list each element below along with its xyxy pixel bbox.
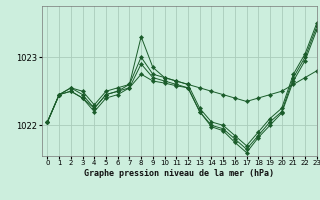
X-axis label: Graphe pression niveau de la mer (hPa): Graphe pression niveau de la mer (hPa) (84, 169, 274, 178)
